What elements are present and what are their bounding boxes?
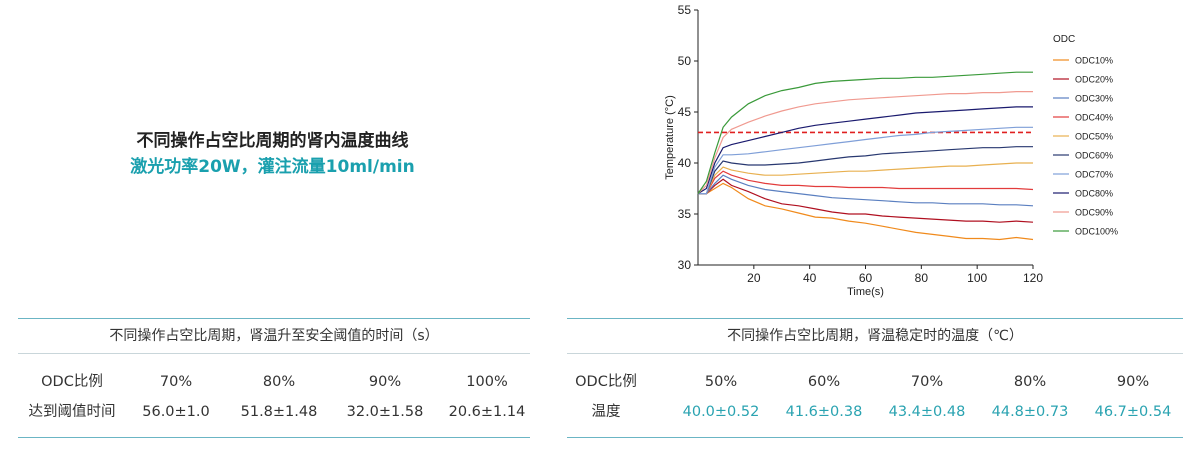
x-tick-label: 80 [915,271,929,285]
table-cell: 70% [910,374,944,390]
series-line [697,106,1033,195]
table-cell: 44.8±0.73 [991,404,1069,420]
table-cell: 32.0±1.58 [346,404,424,420]
chart-heading: 不同操作占空比周期的肾内温度曲线 激光功率20W，灌注流量10ml/min [0,128,545,180]
series-line [698,178,1034,223]
y-tick-label: 40 [678,156,692,170]
table-cell: 51.8±1.48 [240,404,318,420]
series-line [698,146,1033,195]
table-cell: 70% [159,374,193,390]
legend-label: ODC10% [1075,56,1113,66]
table-cell: 80% [1013,374,1047,390]
x-tick-label: 100 [967,271,987,285]
threshold-table-caption: 不同操作占空比周期，肾温升至安全阈值的时间（s） [18,319,530,354]
table-cell: 50% [704,374,738,390]
legend-label: ODC90% [1075,208,1113,218]
table-row: 达到阈值时间 56.0±1.0 51.8±1.48 32.0±1.58 20.6… [18,397,530,427]
table-cell: 43.4±0.48 [888,404,966,420]
legend-title: ODC [1053,34,1075,45]
series-line [697,91,1033,195]
table-cell: 20.6±1.14 [448,404,526,420]
y-tick-label: 55 [678,3,692,17]
legend-label: ODC30% [1075,94,1113,104]
table-row: ODC比例 70% 80% 90% 100% [18,367,530,397]
series-line [698,174,1034,207]
y-tick-label: 30 [678,258,692,272]
table-cell: ODC比例 [41,374,103,390]
legend-label: ODC60% [1075,151,1113,161]
table-cell: 56.0±1.0 [142,404,210,420]
stable-table-caption: 不同操作占空比周期，肾温稳定时的温度（℃） [567,319,1183,354]
table-cell: 80% [262,374,296,390]
table-cell: 达到阈值时间 [28,404,116,420]
x-axis-title: Time(s) [847,286,884,298]
series-line [697,71,1033,194]
stable-temperature-table: 不同操作占空比周期，肾温稳定时的温度（℃） ODC比例 50% 60% 70% … [567,318,1183,438]
y-axis-title: Temperature (°C) [664,95,676,179]
y-tick-label: 35 [678,207,692,221]
legend-label: ODC100% [1075,227,1118,237]
table-cell: 40.0±0.52 [682,404,760,420]
series-line [698,182,1034,241]
y-tick-label: 50 [678,54,692,68]
y-tick-label: 45 [678,105,692,119]
x-tick-label: 40 [803,271,817,285]
legend-label: ODC70% [1075,170,1113,180]
heading-title: 不同操作占空比周期的肾内温度曲线 [136,131,409,151]
table-cell: 100% [466,374,508,390]
series-line [698,126,1033,195]
x-tick-label: 120 [1023,271,1043,285]
table-cell: ODC比例 [575,374,637,390]
series-line [698,162,1033,195]
table-cell: 90% [1116,374,1150,390]
legend-label: ODC20% [1075,75,1113,85]
table-cell: 60% [807,374,841,390]
table-cell: 温度 [591,404,621,420]
legend-label: ODC80% [1075,189,1113,199]
table-cell: 46.7±0.54 [1094,404,1172,420]
table-cell: 90% [368,374,402,390]
temperature-chart: 30 35 40 45 50 55 20 40 60 80 100 120 Time(s) Tempera… [664,3,1118,298]
x-tick-label: 20 [747,271,761,285]
table-row: ODC比例 50% 60% 70% 80% 90% [567,367,1183,397]
threshold-time-table: 不同操作占空比周期，肾温升至安全阈值的时间（s） ODC比例 70% 80% 9… [18,318,530,438]
x-tick-label: 60 [859,271,873,285]
heading-subtitle: 激光功率20W，灌注流量10ml/min [130,157,415,177]
legend-label: ODC40% [1075,113,1113,123]
series-line [698,170,1034,195]
legend-label: ODC50% [1075,132,1113,142]
table-row: 温度 40.0±0.52 41.6±0.38 43.4±0.48 44.8±0.… [567,397,1183,427]
table-cell: 41.6±0.38 [785,404,863,420]
